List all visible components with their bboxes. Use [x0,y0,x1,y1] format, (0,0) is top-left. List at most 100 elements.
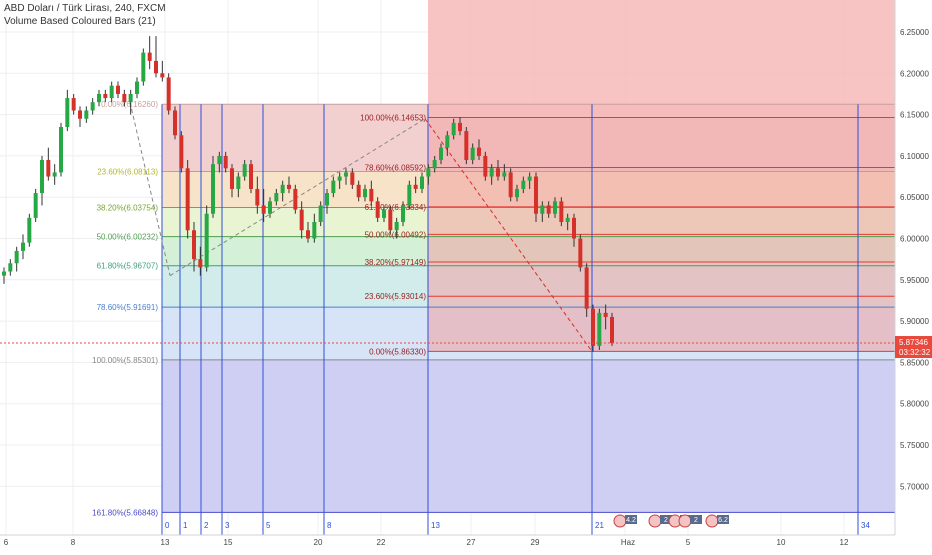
event-badge-label: 4.2 [626,517,636,524]
time-tick-label: 12 [840,538,849,547]
time-tick-label: 15 [224,538,233,547]
candle-body [439,147,443,161]
timezone-label: 5 [266,521,271,530]
fib-level-label: 23.60%(5.93014) [365,292,427,301]
candle-body [534,176,538,214]
candle-body [553,201,557,214]
candle-body [179,135,184,169]
price-tick-label: 5.90000 [900,317,929,326]
candle-body [407,184,412,206]
candle-body [540,205,545,214]
candle-body [432,160,437,169]
candle-body [122,93,127,103]
candle-body [394,221,399,231]
candle-body [21,242,25,251]
candle-body [445,135,450,148]
event-flag-icon [648,514,662,528]
indicator-label[interactable]: Volume Based Coloured Bars (21) [4,16,156,27]
candle-body [413,184,418,189]
candle-body [84,110,89,119]
candle-body [578,238,583,268]
candle-body [97,93,101,103]
candle-body [223,155,228,169]
candle-body [489,168,494,177]
time-tick-label: 22 [377,538,386,547]
symbol-title[interactable]: ABD Doları / Türk Lirası, 240, FXCM [4,3,166,14]
time-tick-label: 5 [686,538,691,547]
candle-body [154,60,158,74]
candle-body [141,52,146,82]
price-tick-label: 6.10000 [900,152,929,161]
countdown-tag [895,347,932,359]
candle-body [458,122,462,132]
candle-body [426,168,431,177]
candle-body [477,147,481,156]
candle-body [33,193,38,218]
candle-body [508,172,513,198]
candle-body [470,147,475,161]
fib-level-label: 50.00%(6.00232) [97,233,159,242]
candle-body [483,155,488,177]
price-tick-label: 5.75000 [900,441,929,450]
event-badge-label: 2 [694,517,698,524]
candle-body [204,213,209,268]
timezone-label: 21 [595,521,604,530]
candle-body [515,188,519,198]
candle-body [318,205,323,222]
candle-body [211,164,215,214]
candle-body [610,316,614,343]
candle-body [255,188,260,206]
timezone-label: 34 [861,521,870,530]
timezone-label: 3 [225,521,230,530]
fib-level-label: 0.00%(5.86330) [369,347,426,356]
candle-body [90,102,95,111]
price-tick-label: 5.80000 [900,400,929,409]
candle-body [565,217,570,222]
countdown-value: 03:32:32 [899,348,931,357]
fib-zone [428,0,895,118]
fib-zone [162,359,895,513]
candle-body [236,176,241,189]
candle-body [71,98,76,111]
timezone-label: 8 [327,521,332,530]
timezone-label: 0 [165,521,170,530]
fib-level-label: 23.60%(6.08113) [97,167,158,176]
candle-body [401,205,405,222]
candle-body [192,230,196,260]
time-tick-label: 6 [4,538,9,547]
event-badge [660,515,672,524]
time-tick-label: 8 [71,538,76,547]
candle-body [242,164,247,177]
price-tick-label: 5.70000 [900,482,929,491]
event-flag-icon [613,514,627,528]
candle-body [2,271,6,276]
event-flag-icon [705,514,719,528]
fib-level-label: 78.60%(6.08592) [365,164,427,173]
candle-body [559,201,564,222]
fib-level-label: 100.00%(5.85301) [92,356,158,365]
candle-body [173,110,177,136]
candle-body [280,184,285,194]
candle-body [502,172,507,177]
fib-level-label: 161.80%(5.66848) [92,508,158,517]
price-tick-label: 6.00000 [900,235,929,244]
candle-body [306,230,310,239]
candle-body [293,188,298,210]
candle-body [337,176,342,181]
candle-body [135,81,139,94]
time-tick-label: 10 [777,538,786,547]
event-badge [690,515,702,524]
candle-body [261,205,266,214]
candle-body [147,52,152,61]
candle-body [8,263,13,272]
event-flag-icon [678,514,692,528]
trend-line [169,118,426,277]
candle-body [344,172,348,177]
candle-body [185,168,190,231]
last-price-tag [895,336,932,348]
candle-body [572,217,576,239]
candle-body [496,168,500,177]
candle-body [369,188,374,202]
